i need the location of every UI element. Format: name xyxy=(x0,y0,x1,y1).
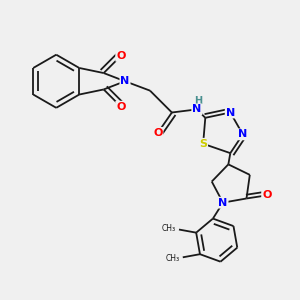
Text: N: N xyxy=(238,129,248,140)
Text: O: O xyxy=(116,51,126,61)
Text: CH₃: CH₃ xyxy=(162,224,176,233)
Text: N: N xyxy=(218,198,228,208)
Text: S: S xyxy=(199,139,207,149)
Text: H: H xyxy=(194,96,202,106)
Text: CH₃: CH₃ xyxy=(166,254,180,263)
Text: O: O xyxy=(116,102,126,112)
Text: N: N xyxy=(226,107,235,118)
Text: O: O xyxy=(262,190,272,200)
Text: O: O xyxy=(153,128,163,138)
Text: N: N xyxy=(192,104,202,114)
Text: N: N xyxy=(120,76,130,86)
